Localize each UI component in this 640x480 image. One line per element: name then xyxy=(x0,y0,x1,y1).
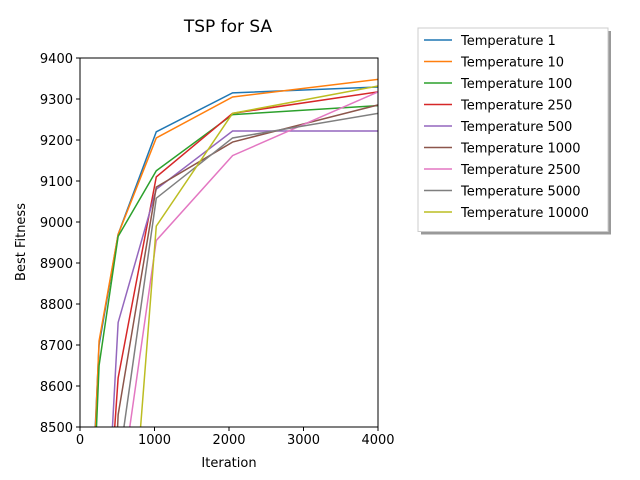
chart-title: TSP for SA xyxy=(183,17,273,37)
x-tick-label: 1000 xyxy=(138,433,171,448)
series-line xyxy=(139,85,378,427)
legend-label: Temperature 5000 xyxy=(460,185,581,200)
series-line xyxy=(94,78,378,427)
series-line xyxy=(111,130,378,427)
series-line xyxy=(129,91,378,427)
y-tick-label: 8600 xyxy=(40,380,73,395)
y-tick-label: 8800 xyxy=(40,298,73,313)
legend-label: Temperature 10000 xyxy=(460,206,589,221)
y-axis-label: Best Fitness xyxy=(14,203,29,281)
y-tick-label: 8500 xyxy=(40,421,73,436)
plot-area xyxy=(94,78,378,427)
legend-label: Temperature 2500 xyxy=(460,163,581,178)
y-tick-label: 8900 xyxy=(40,257,73,272)
legend-label: Temperature 1000 xyxy=(460,142,581,157)
legend-label: Temperature 1 xyxy=(460,34,556,49)
y-tick-label: 9100 xyxy=(40,175,73,190)
series-line xyxy=(116,104,378,427)
series-line xyxy=(113,91,378,427)
legend-label: Temperature 10 xyxy=(460,56,564,71)
series-line xyxy=(123,112,378,427)
y-tick-label: 9300 xyxy=(40,93,73,108)
series-line xyxy=(94,86,378,427)
x-tick-label: 0 xyxy=(76,433,84,448)
x-axis-label: Iteration xyxy=(201,456,256,471)
y-tick-label: 9000 xyxy=(40,216,73,231)
y-tick-label: 9400 xyxy=(40,52,73,67)
y-tick-label: 9200 xyxy=(40,134,73,149)
legend-label: Temperature 250 xyxy=(460,99,572,114)
series-line xyxy=(95,104,378,427)
x-tick-label: 2000 xyxy=(212,433,245,448)
x-tick-label: 4000 xyxy=(361,433,394,448)
legend-label: Temperature 100 xyxy=(460,77,572,92)
y-tick-label: 8700 xyxy=(40,339,73,354)
legend-label: Temperature 500 xyxy=(460,120,572,135)
x-tick-label: 3000 xyxy=(287,433,320,448)
